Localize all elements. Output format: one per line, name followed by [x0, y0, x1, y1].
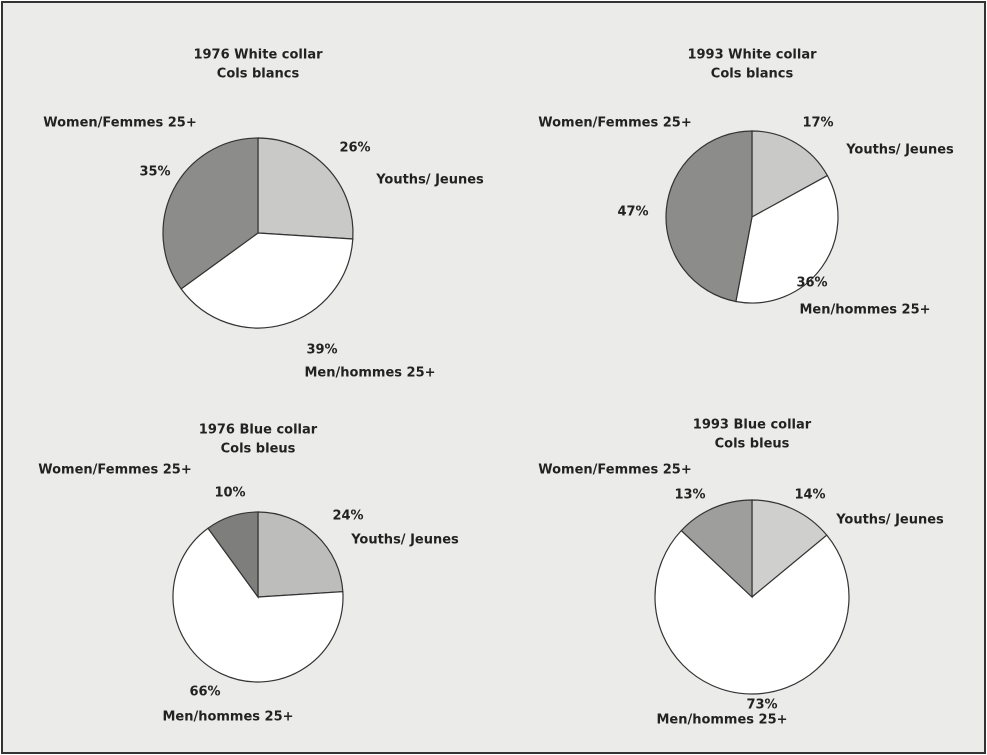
slice-label: Men/hommes 25+ — [656, 713, 787, 728]
chart-title: 1993 Blue collar — [693, 418, 812, 433]
slice-label: Youths/ Jeunes — [350, 533, 459, 548]
slice-label: Men/hommes 25+ — [304, 366, 435, 381]
slice-percent: 35% — [139, 165, 170, 180]
slice-label: Youths/ Jeunes — [845, 143, 954, 158]
chart-title: 1993 White collar — [687, 48, 817, 63]
slice-label: Women/Femmes 25+ — [538, 116, 692, 131]
chart-subtitle: Cols bleus — [715, 437, 790, 452]
pie-slice — [735, 174, 839, 304]
pie-slice — [180, 232, 354, 329]
slice-percent: 10% — [214, 486, 245, 501]
slice-percent: 66% — [189, 685, 220, 700]
pie-slice — [162, 137, 259, 290]
pie-slice — [172, 527, 344, 683]
slice-percent: 13% — [674, 488, 705, 503]
slice-percent: 36% — [796, 276, 827, 291]
slice-percent: 73% — [746, 698, 777, 713]
chart-subtitle: Cols blancs — [217, 67, 300, 82]
slice-label: Youths/ Jeunes — [375, 173, 484, 188]
slice-label: Men/hommes 25+ — [162, 710, 293, 725]
pie-slice — [257, 137, 354, 240]
slice-percent: 14% — [794, 488, 825, 503]
slice-percent: 24% — [332, 509, 363, 524]
slice-percent: 47% — [617, 205, 648, 220]
pie-slice — [665, 130, 753, 303]
slice-label: Men/hommes 25+ — [799, 303, 930, 318]
slice-percent: 26% — [339, 141, 370, 156]
pie-slice — [680, 499, 753, 599]
pie-slice — [751, 499, 828, 599]
chart-title: 1976 Blue collar — [199, 423, 318, 438]
slice-label: Women/Femmes 25+ — [538, 463, 692, 478]
pie-slice — [257, 511, 344, 598]
chart-title: 1976 White collar — [193, 48, 323, 63]
slice-percent: 39% — [306, 343, 337, 358]
slice-percent: 17% — [802, 116, 833, 131]
chart-subtitle: Cols bleus — [221, 442, 296, 457]
chart-subtitle: Cols blancs — [711, 67, 794, 82]
slice-label: Youths/ Jeunes — [835, 513, 944, 528]
pie-slice — [751, 130, 829, 219]
slice-label: Women/Femmes 25+ — [43, 116, 197, 131]
pie-slice — [207, 511, 259, 599]
pie-slice — [654, 529, 850, 695]
slice-label: Women/Femmes 25+ — [38, 463, 192, 478]
